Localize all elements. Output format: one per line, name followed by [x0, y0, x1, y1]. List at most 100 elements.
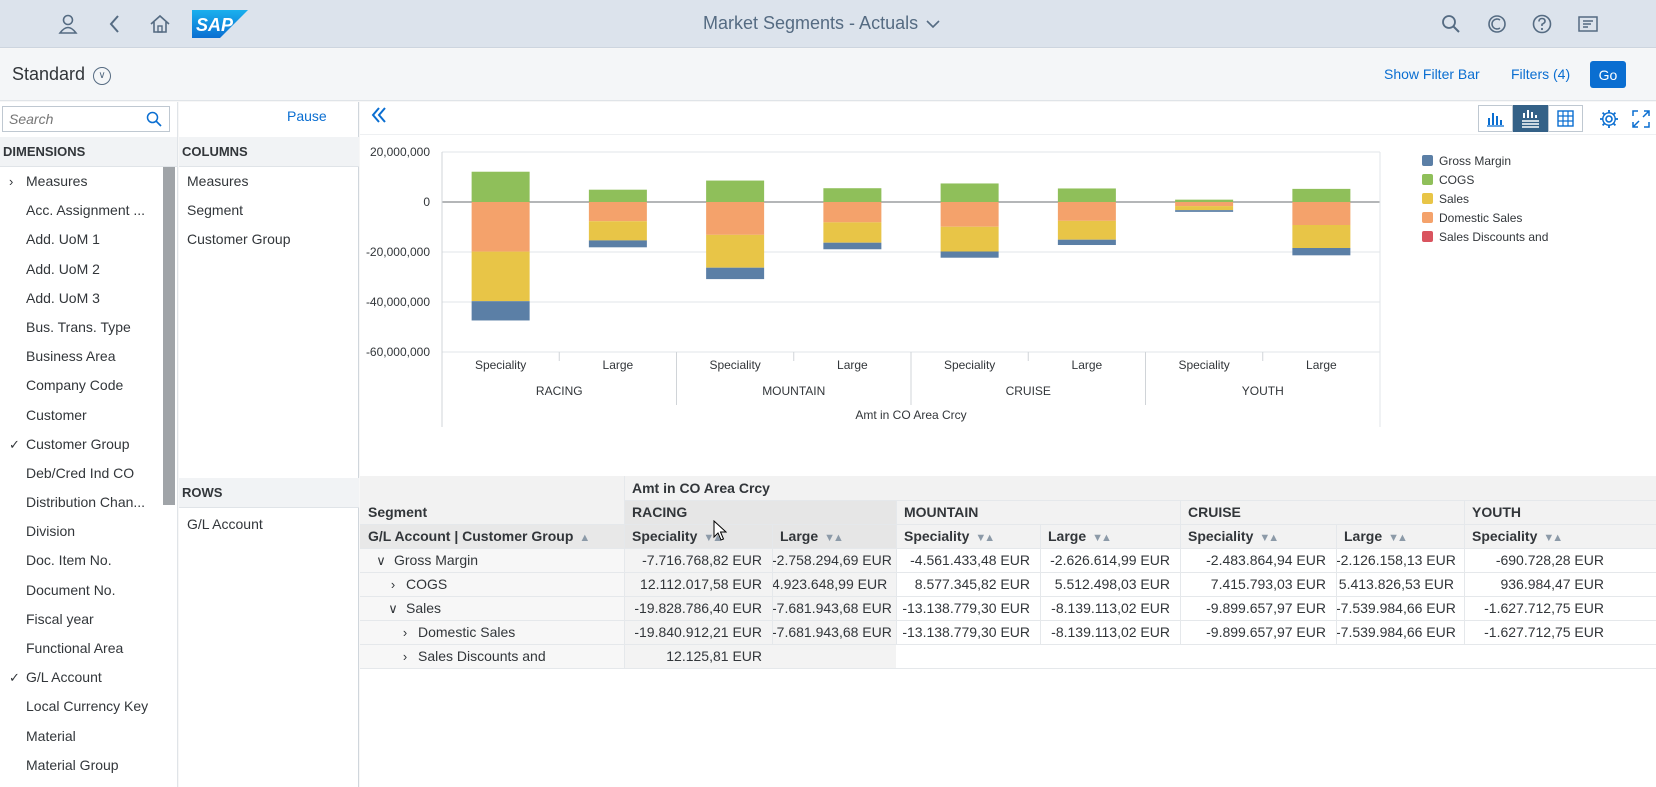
table-cell[interactable]: -4.561.433,48 EUR: [910, 552, 1030, 568]
column-item-customer-group[interactable]: Customer Group: [187, 231, 291, 247]
dimension-item[interactable]: Division: [0, 517, 162, 546]
sap-logo[interactable]: SAP: [192, 10, 248, 38]
dimension-scrollbar[interactable]: [163, 167, 175, 505]
table-cell[interactable]: 5.413.826,53 EUR: [1338, 576, 1454, 592]
table-cell[interactable]: -1.627.712,75 EUR: [1484, 600, 1604, 616]
table-cell[interactable]: -8.139.113,02 EUR: [1051, 600, 1170, 616]
sort-icon[interactable]: ▼▲: [1092, 532, 1112, 544]
settings-gear-icon[interactable]: [1598, 108, 1620, 130]
table-cell[interactable]: -9.899.657,97 EUR: [1206, 600, 1326, 616]
dimension-item[interactable]: Add. UoM 3: [0, 284, 162, 313]
table-cell[interactable]: [1040, 644, 1180, 668]
dimension-item[interactable]: Document No.: [0, 576, 162, 605]
sort-asc-icon[interactable]: ▲: [579, 532, 590, 544]
back-icon[interactable]: [104, 13, 126, 35]
sort-icon[interactable]: ▼▲: [975, 532, 995, 544]
variant-selector[interactable]: Standard ∨: [12, 64, 112, 85]
table-cell[interactable]: -8.139.113,02 EUR: [1051, 624, 1170, 640]
table-cell[interactable]: -1.627.712,75 EUR: [1484, 624, 1604, 640]
sort-icon[interactable]: ▼▲: [1259, 532, 1279, 544]
copilot-icon[interactable]: [1486, 13, 1508, 35]
dimension-item[interactable]: Deb/Cred Ind CO: [0, 459, 162, 488]
column-item-measures[interactable]: Measures: [187, 173, 249, 189]
sort-icon[interactable]: ▼▲: [1388, 532, 1408, 544]
subcolumn-header[interactable]: Speciality ▼▲: [896, 524, 1040, 548]
table-cell[interactable]: -2.483.864,94 EUR: [1206, 552, 1326, 568]
segment-header[interactable]: CRUISE: [1188, 504, 1241, 520]
app-title-menu[interactable]: Market Segments - Actuals: [703, 13, 940, 34]
table-view-button[interactable]: [1548, 105, 1583, 132]
table-cell[interactable]: -19.840.912,21 EUR: [634, 624, 762, 640]
dimension-item[interactable]: Company Code: [0, 371, 162, 400]
sort-icon[interactable]: ▼▲: [1543, 532, 1563, 544]
dimension-item[interactable]: Add. UoM 1: [0, 225, 162, 254]
table-cell[interactable]: [896, 644, 1040, 668]
search-icon[interactable]: [1440, 13, 1462, 35]
table-cell[interactable]: -2.626.614,99 EUR: [1050, 552, 1170, 568]
table-cell[interactable]: [1180, 644, 1336, 668]
dimension-item[interactable]: Add. UoM 2: [0, 255, 162, 284]
column-item-segment[interactable]: Segment: [187, 202, 244, 218]
table-cell[interactable]: 8.577.345,82 EUR: [914, 576, 1030, 592]
help-icon[interactable]: [1531, 13, 1553, 35]
table-cell[interactable]: -7.681.943,68 EUR: [772, 600, 892, 616]
table-cell[interactable]: -7.539.984,66 EUR: [1336, 624, 1456, 640]
table-cell[interactable]: -7.681.943,68 EUR: [772, 624, 892, 640]
table-cell[interactable]: -690.728,28 EUR: [1495, 552, 1604, 568]
table-cell[interactable]: [1464, 644, 1614, 668]
dimension-item[interactable]: Doc. Item No.: [0, 546, 162, 575]
table-cell[interactable]: 5.512.498,03 EUR: [1054, 576, 1170, 592]
table-cell[interactable]: -9.899.657,97 EUR: [1206, 624, 1326, 640]
table-cell[interactable]: -13.138.779,30 EUR: [902, 600, 1030, 616]
dimension-item[interactable]: ✓ Customer Group: [0, 430, 162, 459]
table-cell[interactable]: 12.125,81 EUR: [666, 648, 762, 664]
collapse-chevron-icon[interactable]: ∨: [388, 601, 398, 616]
segment-header[interactable]: YOUTH: [1472, 504, 1521, 520]
dimension-item[interactable]: Distribution Chan...: [0, 488, 162, 517]
table-cell[interactable]: -2.758.294,69 EUR: [772, 552, 892, 568]
subcolumn-header[interactable]: Speciality ▼▲: [624, 524, 772, 548]
filters-link[interactable]: Filters (4): [1511, 66, 1571, 82]
fullscreen-icon[interactable]: [1630, 108, 1652, 130]
collapse-chevron-icon[interactable]: ∨: [376, 553, 386, 568]
dimension-item[interactable]: ✓ G/L Account: [0, 663, 162, 692]
chart-table-view-button[interactable]: [1513, 105, 1548, 132]
table-cell[interactable]: [772, 644, 896, 668]
dimension-item[interactable]: Fiscal year: [0, 605, 162, 634]
show-filter-bar-link[interactable]: Show Filter Bar: [1384, 66, 1480, 82]
table-cell[interactable]: -7.716.768,82 EUR: [642, 552, 762, 568]
dimension-item[interactable]: Bus. Trans. Type: [0, 313, 162, 342]
dimension-search[interactable]: [2, 106, 170, 132]
go-button[interactable]: Go: [1590, 61, 1626, 88]
dimension-search-input[interactable]: [9, 110, 139, 128]
expand-chevron-icon[interactable]: ›: [402, 649, 408, 664]
subcolumn-header[interactable]: Speciality ▼▲: [1180, 524, 1336, 548]
table-cell[interactable]: -2.126.158,13 EUR: [1336, 552, 1456, 568]
table-cell[interactable]: 7.415.793,03 EUR: [1210, 576, 1326, 592]
dimension-item[interactable]: Customer: [0, 401, 162, 430]
table-cell[interactable]: 936.984,47 EUR: [1500, 576, 1604, 592]
table-cell[interactable]: 12.112.017,58 EUR: [640, 576, 762, 592]
row-item-gl-account[interactable]: G/L Account: [187, 516, 263, 532]
chart-view-button[interactable]: [1478, 105, 1513, 132]
dimension-item[interactable]: Acc. Assignment ...: [0, 196, 162, 225]
table-cell[interactable]: 4.923.648,99 EUR: [772, 576, 888, 592]
row-dimension-header[interactable]: G/L Account | Customer Group ▲: [360, 524, 624, 548]
user-icon[interactable]: [57, 13, 79, 35]
table-cell[interactable]: -19.828.786,40 EUR: [634, 600, 762, 616]
subcolumn-header[interactable]: Large ▼▲: [1040, 524, 1180, 548]
dimension-item[interactable]: Functional Area: [0, 634, 162, 663]
dimension-item[interactable]: Material: [0, 722, 162, 751]
collapse-panel-icon[interactable]: [369, 105, 389, 131]
dimension-item[interactable]: Business Area: [0, 342, 162, 371]
dimension-item[interactable]: Local Currency Key: [0, 692, 162, 721]
expand-chevron-icon[interactable]: ›: [402, 625, 408, 640]
table-cell[interactable]: -7.539.984,66 EUR: [1336, 600, 1456, 616]
sort-icon[interactable]: ▼▲: [824, 532, 844, 544]
dimension-item[interactable]: › Measures: [0, 167, 162, 196]
segment-header[interactable]: RACING: [632, 504, 688, 520]
segment-header[interactable]: MOUNTAIN: [904, 504, 979, 520]
subcolumn-header[interactable]: Large ▼▲: [1336, 524, 1464, 548]
notifications-list-icon[interactable]: [1577, 13, 1599, 35]
pause-link[interactable]: Pause: [287, 108, 327, 124]
